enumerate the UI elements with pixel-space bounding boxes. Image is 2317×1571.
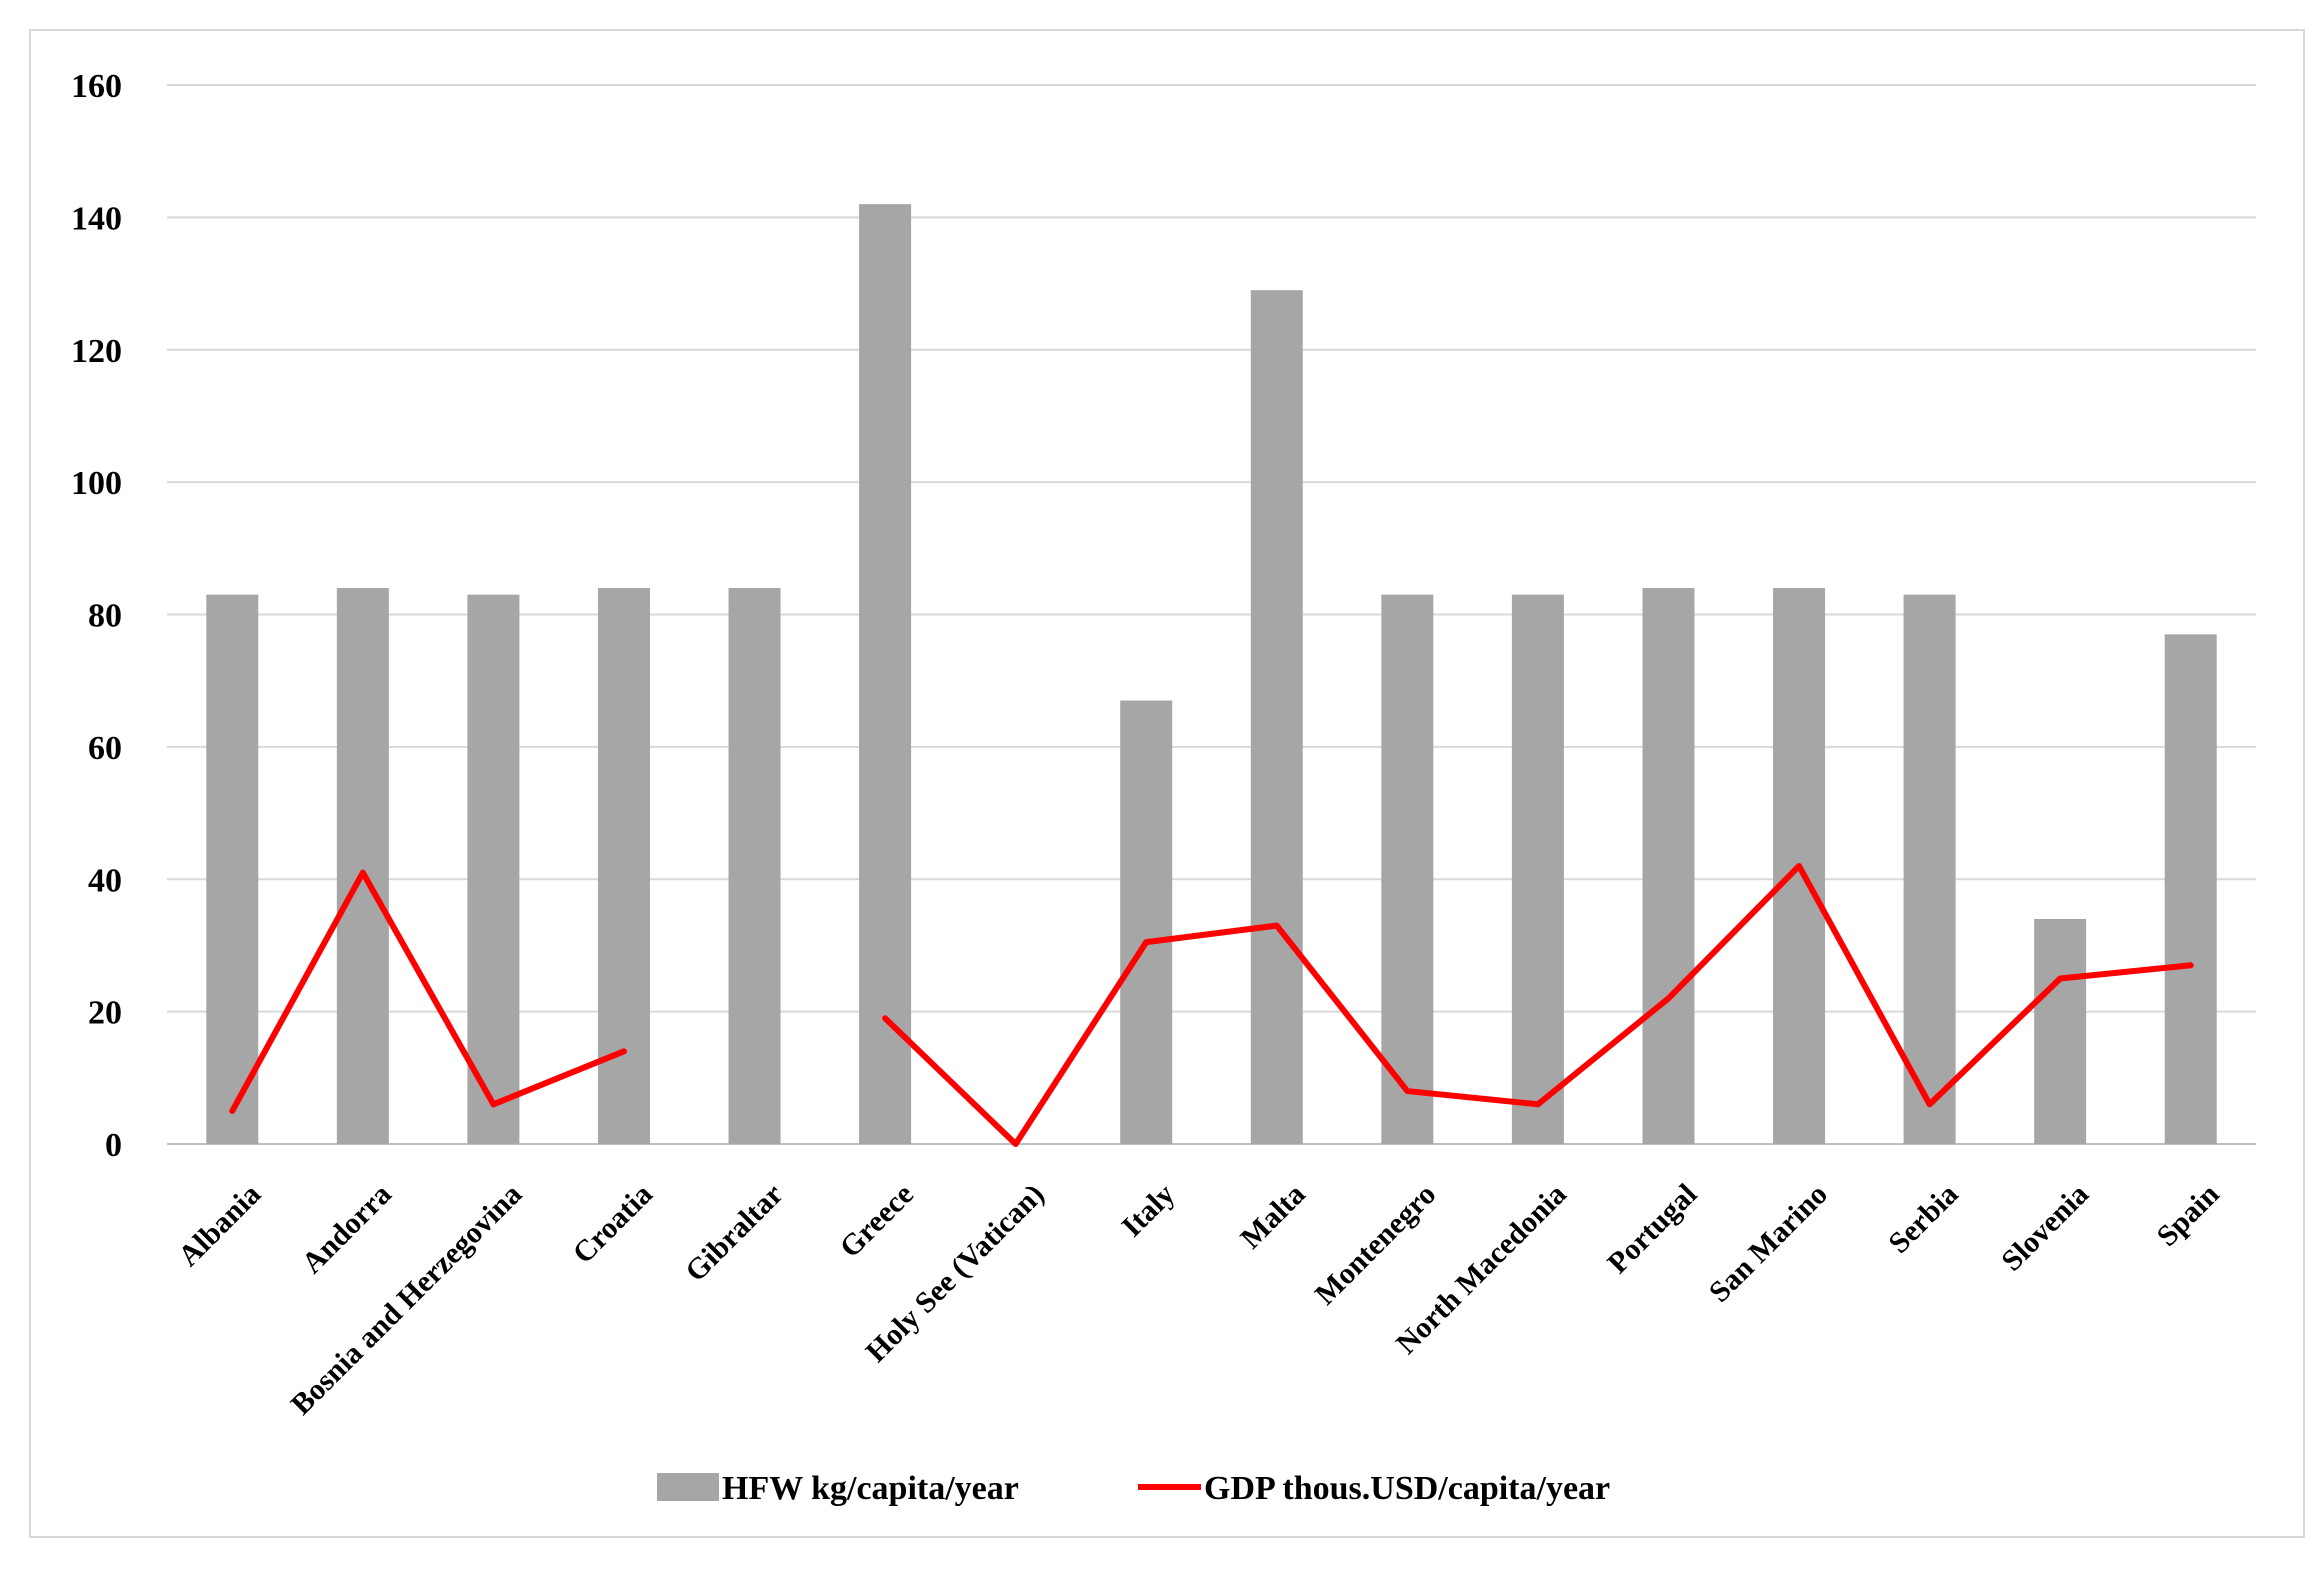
bar: [1381, 594, 1434, 1144]
x-category-label: Slovenia: [1995, 1178, 2095, 1278]
bar: [728, 588, 781, 1144]
x-category-label: San Marino: [1703, 1178, 1834, 1309]
y-tick-label: 0: [105, 1127, 122, 1164]
y-tick-label: 60: [88, 730, 122, 767]
x-category-label: Albania: [172, 1178, 267, 1273]
bar: [206, 594, 259, 1144]
x-category-label: Bosnia and Herzegovina: [285, 1178, 529, 1422]
bar: [1903, 594, 1956, 1144]
x-category-label: Croatia: [566, 1178, 658, 1270]
x-category-label: Greece: [834, 1178, 921, 1265]
y-tick-label: 120: [71, 333, 122, 370]
x-category-label: Malta: [1234, 1178, 1312, 1256]
bar: [467, 594, 520, 1144]
gdp-line-segment: [882, 863, 2194, 1147]
legend-label-hfw: HFW kg/capita/year: [722, 1470, 1019, 1507]
x-category-label: Andorra: [295, 1178, 397, 1280]
bar: [2164, 634, 2217, 1144]
bar: [1511, 594, 1564, 1144]
x-category-label: Italy: [1115, 1178, 1181, 1244]
gdp-line-segment: [229, 869, 627, 1114]
bar: [336, 588, 389, 1144]
bar: [859, 204, 912, 1144]
y-tick-label: 140: [71, 200, 122, 237]
bar: [2034, 918, 2087, 1144]
y-tick-label: 40: [88, 862, 122, 899]
hfw-bars: [206, 204, 2217, 1144]
y-tick-label: 80: [88, 598, 122, 635]
y-axis-tick-labels: 0 20 40 60 80 100 120 140 160: [71, 68, 122, 1164]
x-category-label: Serbia: [1882, 1178, 1964, 1260]
bar: [1250, 290, 1303, 1144]
gdp-line: [229, 863, 2194, 1147]
x-category-label: Montenegro: [1309, 1178, 1443, 1312]
legend-swatch-hfw: [657, 1473, 719, 1501]
x-category-label: Portugal: [1601, 1178, 1703, 1280]
legend-label-gdp: GDP thous.USD/capita/year: [1204, 1470, 1610, 1507]
y-tick-label: 100: [71, 465, 122, 502]
bar: [1642, 588, 1695, 1144]
x-category-label: Gibraltar: [679, 1178, 790, 1289]
bar: [1120, 700, 1173, 1144]
x-category-label: Spain: [2150, 1177, 2225, 1252]
y-tick-label: 20: [88, 995, 122, 1032]
y-tick-label: 160: [71, 68, 122, 105]
legend: HFW kg/capita/year GDP thous.USD/capita/…: [657, 1470, 1610, 1507]
